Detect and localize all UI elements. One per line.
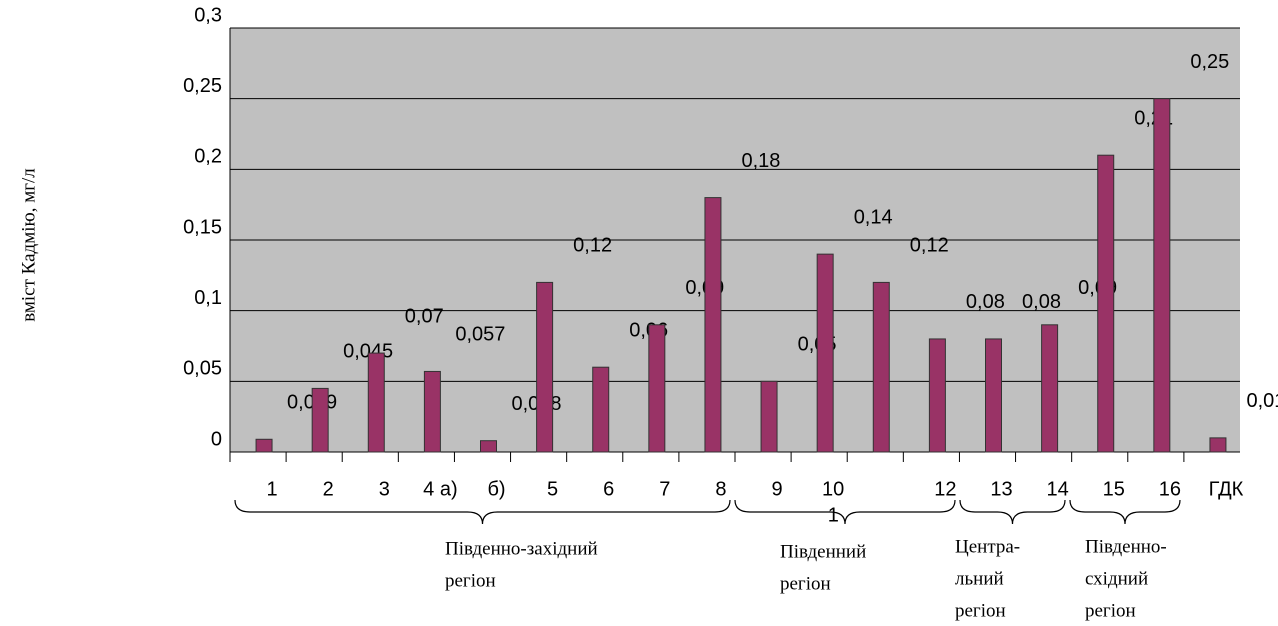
region-label: східний bbox=[1085, 568, 1148, 589]
bar bbox=[423, 370, 441, 453]
x-tick-label: ГДК bbox=[1209, 478, 1244, 500]
data-label: 0,12 bbox=[910, 235, 949, 257]
x-tick-label: 1 bbox=[828, 504, 839, 526]
x-tick-label: 7 bbox=[659, 478, 670, 500]
x-tick-label: 8 bbox=[715, 478, 726, 500]
data-label: 0,057 bbox=[455, 324, 505, 346]
x-tick-label: 1 bbox=[266, 478, 277, 500]
region-label: Південний bbox=[780, 541, 866, 562]
bar bbox=[1097, 154, 1115, 453]
data-label: 0,18 bbox=[741, 150, 780, 172]
x-tick-label: 2 bbox=[323, 478, 334, 500]
y-axis-label: вміст Кадмію, мг/л bbox=[18, 168, 39, 322]
bar bbox=[1153, 98, 1171, 453]
data-label: 0,07 bbox=[405, 305, 444, 327]
data-label: 0,08 bbox=[966, 291, 1005, 313]
region-label: регіон bbox=[780, 573, 831, 594]
data-label: 0,08 bbox=[1022, 291, 1061, 313]
region-brace bbox=[234, 499, 731, 525]
region-label: регіон bbox=[1085, 600, 1136, 621]
bar bbox=[760, 380, 778, 453]
bar bbox=[816, 253, 834, 453]
x-tick-label: 3 bbox=[379, 478, 390, 500]
bar bbox=[536, 281, 554, 453]
region-brace bbox=[734, 499, 956, 525]
region-label: Південно-західний bbox=[445, 538, 598, 559]
bar bbox=[704, 197, 722, 453]
data-label: 0,14 bbox=[854, 206, 893, 228]
data-label: 0,01 bbox=[1246, 390, 1278, 412]
region-label: регіон bbox=[955, 600, 1006, 621]
bar bbox=[648, 324, 666, 453]
bar bbox=[311, 387, 329, 453]
region-label: Центра- bbox=[955, 536, 1020, 557]
x-tick-label: 9 bbox=[771, 478, 782, 500]
bar bbox=[367, 352, 385, 453]
bar bbox=[928, 338, 946, 453]
bar bbox=[985, 338, 1002, 453]
data-label: 0,25 bbox=[1190, 51, 1229, 73]
y-tick-label: 0,05 bbox=[183, 358, 222, 380]
y-tick-label: 0 bbox=[211, 428, 222, 450]
region-brace bbox=[1069, 499, 1181, 525]
y-tick-label: 0,25 bbox=[183, 75, 222, 97]
y-tick-label: 0,1 bbox=[194, 287, 222, 309]
x-tick-label: 16 bbox=[1159, 478, 1181, 500]
x-tick-label: 13 bbox=[990, 478, 1012, 500]
x-tick-label: б) bbox=[487, 478, 505, 500]
x-tick-label: 6 bbox=[603, 478, 614, 500]
x-tick-label: 14 bbox=[1046, 478, 1068, 500]
x-tick-label: 5 bbox=[547, 478, 558, 500]
region-label: льний bbox=[955, 568, 1004, 589]
data-label: 0,12 bbox=[573, 235, 612, 257]
bar bbox=[1041, 324, 1059, 453]
region-brace bbox=[959, 499, 1066, 525]
bar bbox=[1209, 437, 1227, 453]
region-label: регіон bbox=[445, 570, 496, 591]
bar bbox=[255, 438, 273, 453]
y-tick-label: 0,2 bbox=[194, 146, 222, 168]
x-tick-label: 10 bbox=[822, 478, 844, 500]
x-tick-label: 4 а) bbox=[423, 478, 457, 500]
y-tick-label: 0,3 bbox=[194, 4, 222, 26]
region-label: Південно- bbox=[1085, 536, 1167, 557]
x-tick-label: 12 bbox=[934, 478, 956, 500]
bar bbox=[872, 281, 890, 453]
bar bbox=[480, 440, 497, 453]
bar bbox=[592, 366, 610, 453]
y-tick-label: 0,15 bbox=[183, 216, 222, 238]
x-tick-label: 15 bbox=[1103, 478, 1125, 500]
